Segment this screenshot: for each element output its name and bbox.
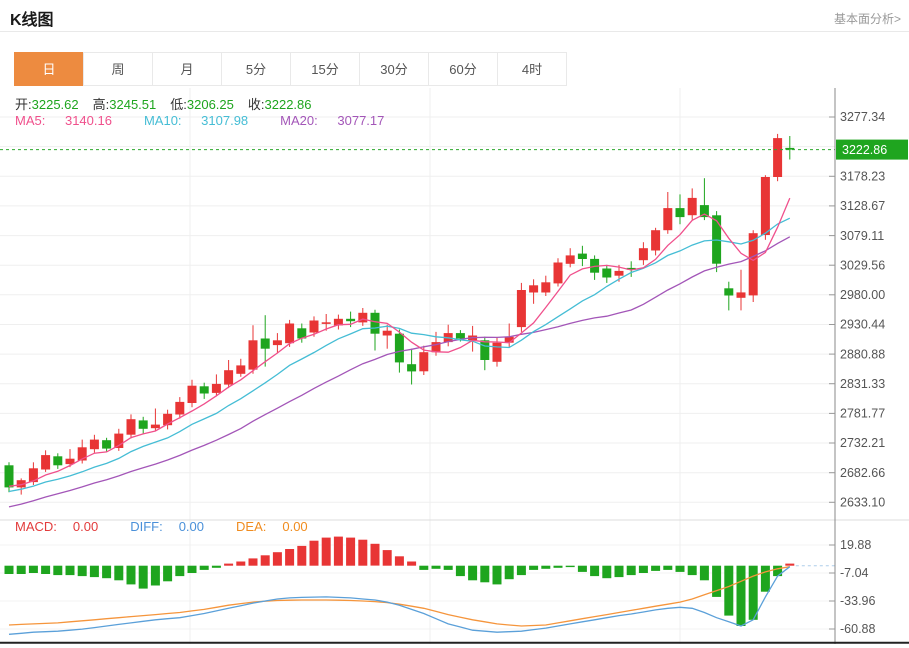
svg-text:3222.86: 3222.86 [842,143,887,157]
main-axis-label: 2781.77 [840,407,885,421]
main-axis-label: 2880.88 [840,347,885,361]
period-tab-5[interactable]: 30分 [359,52,429,86]
candles-group [4,133,795,495]
macd-axis-label: -60.88 [840,622,875,636]
period-tab-4[interactable]: 15分 [290,52,360,86]
fundamental-analysis-link[interactable]: 基本面分析> [833,12,901,26]
main-axis-label: 2682.66 [840,466,885,480]
period-tab-1[interactable]: 周 [83,52,153,86]
kline-chart-svg[interactable]: 3277.34 3178.23 3128.67 3079.11 3029.56 2980.… [0,88,909,644]
main-axis-label: 2831.33 [840,377,885,391]
period-tabs: 日周月 5分 15分 30分 60分 4时 [14,52,567,86]
period-tab-2[interactable]: 月 [152,52,222,86]
main-axis-label: 3128.67 [840,199,885,213]
current-price-badge: 3222.86 [836,139,908,160]
main-axis-label: 3029.56 [840,258,885,272]
period-tab-0[interactable]: 日 [14,52,84,86]
main-axis-label: 3079.11 [840,229,884,243]
ma10-line [8,217,791,493]
macd-axis-label: -33.96 [840,594,875,608]
period-tab-3[interactable]: 5分 [221,52,291,86]
dea-line [8,566,790,627]
ma5-line [8,197,791,487]
main-axis-label: 3178.23 [840,170,885,184]
macd-axis-label: 19.88 [840,538,871,552]
main-axis-label: 2732.21 [840,436,885,450]
period-tab-6[interactable]: 60分 [428,52,498,86]
main-axis-label: 3277.34 [840,110,885,124]
main-axis-label: 2930.44 [840,318,885,332]
macd-axis-label: -7.04 [840,566,869,580]
page-title: K线图 [10,12,54,29]
diff-line [8,566,791,635]
main-axis-label: 2633.10 [840,496,885,510]
ma20-line [8,236,791,508]
header-divider [0,31,909,32]
period-tab-7[interactable]: 4时 [497,52,567,86]
main-axis-label: 2980.00 [840,288,885,302]
macd-histogram [4,536,795,626]
